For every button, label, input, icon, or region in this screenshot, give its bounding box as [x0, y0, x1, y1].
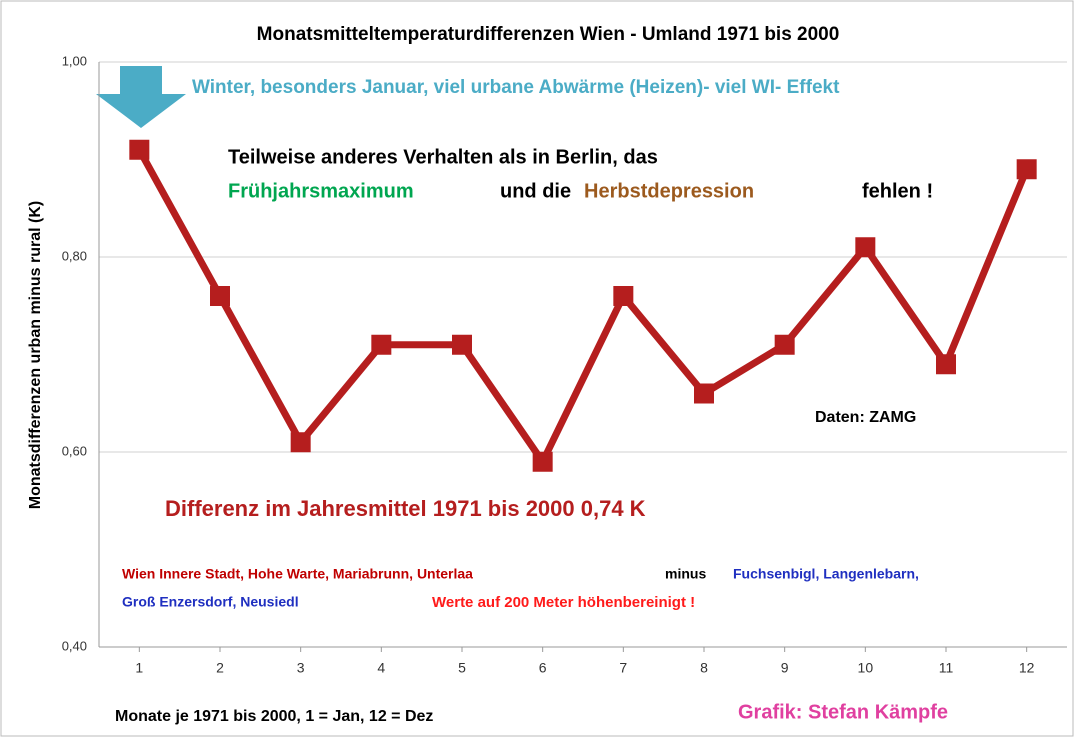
y-tick-label: 0,40 — [62, 638, 87, 653]
annotation: Frühjahrsmaximum — [228, 180, 414, 202]
annotation: Daten: ZAMG — [815, 409, 916, 426]
data-point — [290, 432, 311, 453]
y-axis-label: Monatsdifferenzen urban minus rural (K) — [27, 201, 44, 509]
x-tick-label: 5 — [458, 660, 466, 676]
annotation: und die — [500, 180, 571, 202]
annotation: Grafik: Stefan Kämpfe — [738, 701, 948, 723]
x-tick-label: 4 — [377, 660, 385, 676]
annotation: Herbstdepression — [584, 180, 754, 202]
annotation: Winter, besonders Januar, viel urbane Ab… — [192, 77, 840, 98]
y-tick-label: 0,80 — [62, 248, 87, 263]
arrow — [96, 66, 186, 128]
chart-title: Monatsmitteltemperaturdifferenzen Wien -… — [257, 24, 840, 45]
x-tick-label: 3 — [297, 660, 305, 676]
x-axis-label: Monate je 1971 bis 2000, 1 = Jan, 12 = D… — [115, 708, 433, 725]
annotation: Werte auf 200 Meter höhenbereinigt ! — [432, 594, 695, 611]
y-tick-label: 1,00 — [62, 53, 87, 68]
data-point — [452, 334, 472, 355]
data-point — [936, 354, 956, 375]
annotation: Fuchsenbigl, Langenlebarn, — [733, 566, 919, 582]
x-tick-label: 12 — [1019, 660, 1035, 676]
data-point — [855, 237, 876, 258]
x-tick-label: 1 — [135, 660, 143, 676]
data-point — [532, 451, 553, 472]
x-tick-label: 6 — [539, 660, 547, 676]
x-tick-label: 7 — [619, 660, 627, 676]
data-point — [129, 139, 150, 160]
data-point — [613, 286, 634, 306]
annotations: Winter, besonders Januar, viel urbane Ab… — [122, 77, 948, 723]
x-tick-label: 8 — [700, 660, 708, 676]
annotation: fehlen ! — [862, 180, 933, 202]
annotation: Differenz im Jahresmittel 1971 bis 2000 … — [165, 496, 646, 521]
annotation: minus — [665, 566, 706, 582]
data-point — [371, 334, 392, 355]
x-tick-label: 9 — [781, 660, 789, 676]
data-point — [1016, 159, 1037, 180]
y-tick-label: 0,60 — [62, 443, 87, 458]
data-point — [210, 286, 230, 306]
data-line — [136, 148, 1030, 466]
data-point — [694, 383, 714, 404]
annotation: Wien Innere Stadt, Hohe Warte, Mariabrun… — [122, 566, 473, 582]
x-tick-label: 2 — [216, 660, 224, 676]
x-tick-label: 10 — [858, 660, 874, 676]
data-point — [774, 334, 795, 355]
annotation: Groß Enzersdorf, Neusiedl — [122, 594, 299, 610]
x-tick-label: 11 — [939, 660, 954, 676]
annotation: Teilweise anderes Verhalten als in Berli… — [228, 146, 658, 168]
